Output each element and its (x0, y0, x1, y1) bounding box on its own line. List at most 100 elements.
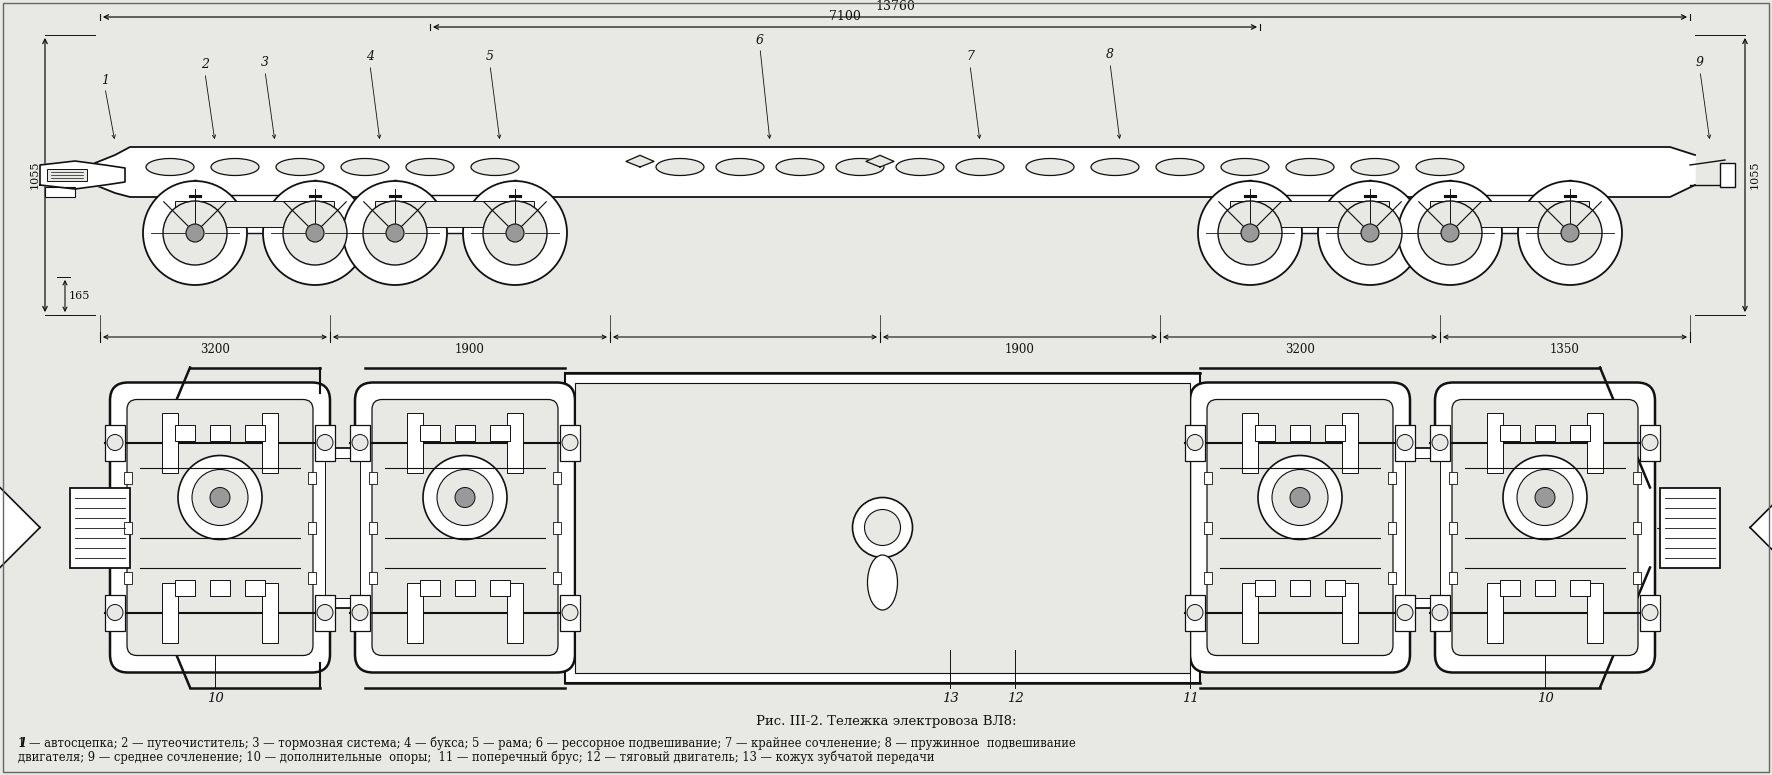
Text: 6: 6 (757, 33, 764, 46)
Bar (574, 383, 1191, 673)
Ellipse shape (957, 159, 1005, 175)
Circle shape (1240, 224, 1258, 242)
Circle shape (1503, 456, 1588, 539)
Ellipse shape (868, 555, 897, 610)
Bar (1203, 571, 1212, 584)
Bar (1325, 580, 1345, 595)
Circle shape (484, 201, 548, 265)
Ellipse shape (1286, 159, 1334, 175)
Bar (315, 425, 335, 460)
Circle shape (1535, 487, 1556, 508)
Bar (1430, 201, 1589, 227)
Ellipse shape (1026, 159, 1074, 175)
Bar (1501, 425, 1520, 440)
Bar (491, 580, 510, 595)
Circle shape (1272, 470, 1327, 525)
Bar (1242, 583, 1258, 642)
Bar (376, 201, 535, 227)
Circle shape (177, 456, 262, 539)
Bar (44, 187, 74, 197)
Circle shape (424, 456, 507, 539)
FancyBboxPatch shape (1207, 399, 1393, 656)
Text: 1055: 1055 (30, 160, 41, 189)
Bar (245, 425, 266, 440)
Circle shape (262, 181, 367, 285)
Bar (1487, 583, 1503, 642)
Bar (1430, 594, 1449, 631)
Bar (1242, 412, 1258, 473)
Bar (553, 522, 562, 533)
Circle shape (1561, 224, 1579, 242)
Ellipse shape (471, 159, 519, 175)
Circle shape (1396, 435, 1412, 450)
Bar (1449, 471, 1457, 484)
Bar (1255, 580, 1276, 595)
Circle shape (386, 224, 404, 242)
Bar (315, 594, 335, 631)
Bar (507, 412, 523, 473)
Circle shape (1361, 224, 1379, 242)
Polygon shape (41, 161, 126, 189)
Circle shape (562, 435, 578, 450)
Circle shape (1432, 604, 1448, 621)
Circle shape (317, 604, 333, 621)
Circle shape (106, 435, 122, 450)
Ellipse shape (716, 159, 764, 175)
Circle shape (1318, 181, 1421, 285)
Ellipse shape (145, 159, 193, 175)
Bar (367, 195, 542, 233)
Circle shape (284, 201, 347, 265)
Bar (308, 471, 315, 484)
Bar (420, 425, 439, 440)
Bar (1185, 594, 1205, 631)
FancyBboxPatch shape (1435, 383, 1655, 673)
Bar (211, 425, 230, 440)
Bar (1290, 425, 1310, 440)
Bar (1395, 425, 1416, 460)
Text: 1900: 1900 (1005, 343, 1035, 356)
Bar (1387, 471, 1396, 484)
Text: 2: 2 (200, 58, 209, 71)
Circle shape (1441, 224, 1458, 242)
Bar (175, 580, 195, 595)
Bar (71, 487, 129, 567)
Circle shape (353, 435, 369, 450)
Circle shape (186, 224, 204, 242)
Circle shape (1187, 435, 1203, 450)
Bar (308, 522, 315, 533)
Bar (560, 425, 579, 460)
Bar (262, 583, 278, 642)
Bar (124, 471, 131, 484)
Text: 10: 10 (1536, 691, 1554, 704)
Bar (1395, 594, 1416, 631)
FancyBboxPatch shape (1451, 399, 1637, 656)
Text: двигателя; 9 — среднее сочленение; 10 — дополнительные  опоры;  11 — поперечный : двигателя; 9 — среднее сочленение; 10 — … (18, 750, 934, 763)
Ellipse shape (836, 159, 884, 175)
Circle shape (191, 470, 248, 525)
Bar (369, 522, 377, 533)
Text: 10: 10 (207, 691, 223, 704)
Bar (1588, 412, 1604, 473)
Circle shape (307, 224, 324, 242)
Bar (455, 425, 475, 440)
Text: 1 — автосцепка; 2 — путеочиститель; 3 — тормозная система; 4 — букса; 5 — рама; : 1 — автосцепка; 2 — путеочиститель; 3 — … (18, 737, 1076, 750)
Circle shape (1538, 201, 1602, 265)
Circle shape (363, 201, 427, 265)
Bar (1535, 580, 1556, 595)
Text: 13760: 13760 (875, 0, 914, 13)
Bar (1501, 580, 1520, 595)
Bar (1341, 583, 1357, 642)
Bar (168, 195, 342, 233)
Ellipse shape (340, 159, 390, 175)
Bar (105, 594, 126, 631)
Ellipse shape (897, 159, 944, 175)
Bar (324, 457, 360, 598)
Text: 12: 12 (1006, 691, 1024, 704)
Circle shape (1418, 201, 1481, 265)
Bar (1641, 425, 1660, 460)
Polygon shape (626, 155, 654, 167)
Bar (507, 583, 523, 642)
Circle shape (507, 224, 525, 242)
Bar (262, 412, 278, 473)
Text: 3200: 3200 (200, 343, 230, 356)
